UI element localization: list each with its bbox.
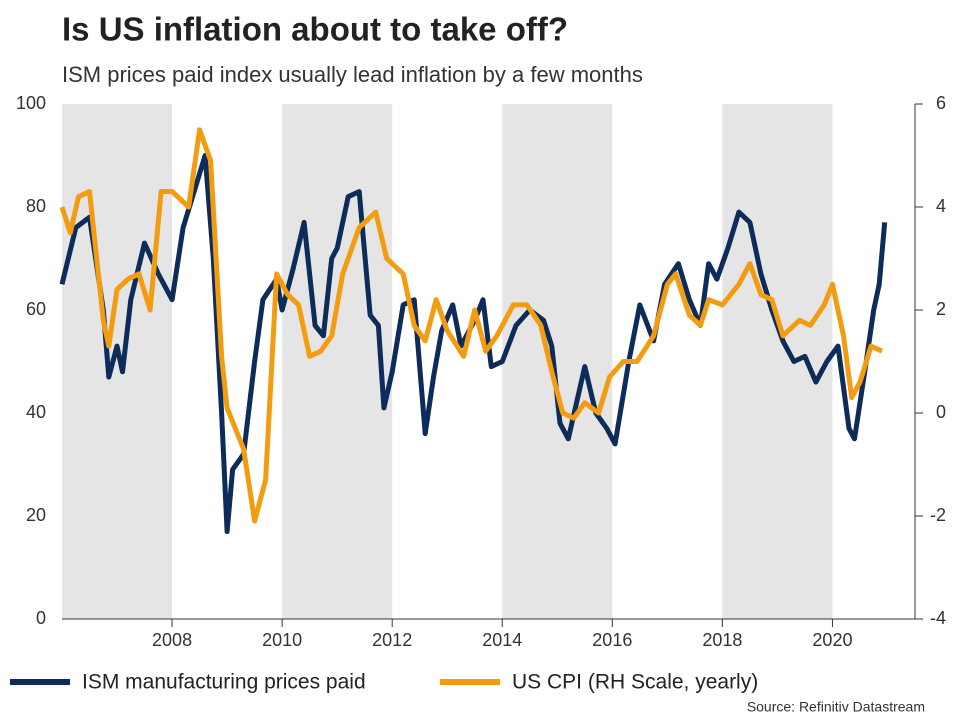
shaded-band xyxy=(502,104,613,619)
shaded-band xyxy=(722,104,833,619)
x-tick-label: 2010 xyxy=(262,630,302,650)
series-line xyxy=(59,127,884,524)
legend-label: ISM manufacturing prices paid xyxy=(82,671,366,694)
legend-label: US CPI (RH Scale, yearly) xyxy=(512,671,758,694)
chart-title: Is US inflation about to take off? xyxy=(62,11,568,48)
x-tick-label: 2014 xyxy=(482,630,522,650)
y2-tick-label: 2 xyxy=(936,299,946,319)
x-tick-label: 2012 xyxy=(372,630,412,650)
y2-tick-label: 0 xyxy=(936,402,946,422)
x-tick-label: 2008 xyxy=(152,630,192,650)
x-tick-label: 2016 xyxy=(592,630,632,650)
shaded-band xyxy=(62,104,173,619)
y-tick-label: 60 xyxy=(26,299,46,319)
x-tick-label: 2020 xyxy=(812,630,852,650)
y-tick-label: 80 xyxy=(26,196,46,216)
source: Source: Refinitiv Datastream xyxy=(747,699,925,715)
y-tick-label: 100 xyxy=(16,93,46,113)
chart-subtitle: ISM prices paid index usually lead infla… xyxy=(62,62,643,87)
y2-tick-label: 4 xyxy=(936,196,946,216)
y-tick-label: 20 xyxy=(26,505,46,525)
y-tick-label: 40 xyxy=(26,402,46,422)
y-tick-label: 0 xyxy=(36,608,46,628)
shaded-band xyxy=(282,104,393,619)
y2-tick-label: -2 xyxy=(930,505,946,525)
series-line xyxy=(59,153,888,534)
y2-tick-label: 6 xyxy=(936,93,946,113)
y2-tick-label: -4 xyxy=(930,608,946,628)
x-tick-label: 2018 xyxy=(702,630,742,650)
